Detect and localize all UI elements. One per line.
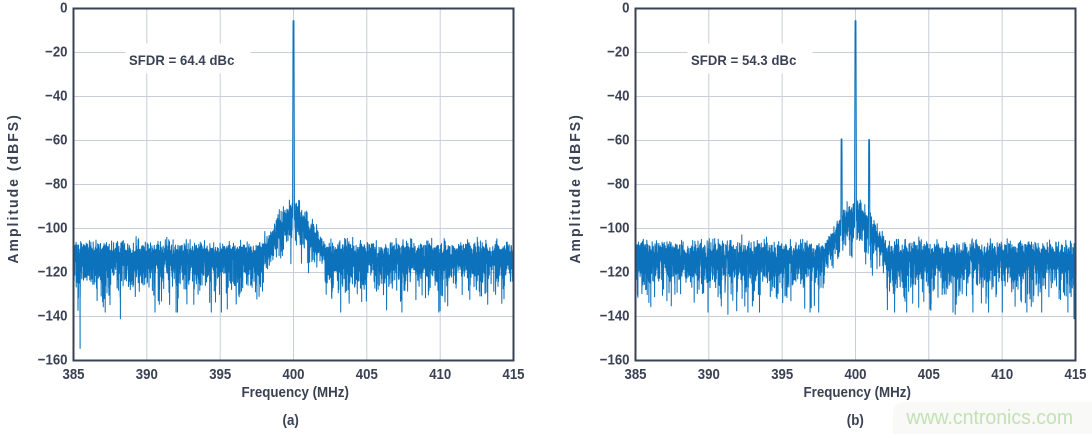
svg-text:−160: −160 [600, 351, 630, 368]
svg-text:410: 410 [991, 365, 1013, 382]
svg-text:400: 400 [845, 365, 867, 382]
svg-text:−60: −60 [45, 131, 68, 148]
svg-text:−40: −40 [607, 87, 630, 104]
svg-text:SFDR = 54.3 dBc: SFDR = 54.3 dBc [691, 52, 797, 68]
svg-text:−20: −20 [45, 43, 68, 60]
svg-text:(b): (b) [847, 411, 864, 428]
svg-text:390: 390 [136, 365, 158, 382]
svg-text:390: 390 [698, 365, 720, 382]
svg-text:−120: −120 [38, 263, 68, 280]
svg-text:−20: −20 [607, 43, 630, 60]
svg-text:−80: −80 [607, 175, 630, 192]
svg-text:410: 410 [429, 365, 451, 382]
svg-text:385: 385 [63, 365, 85, 382]
svg-text:405: 405 [356, 365, 378, 382]
svg-text:405: 405 [918, 365, 940, 382]
svg-text:−80: −80 [45, 175, 68, 192]
svg-text:Amplitude (dBFS): Amplitude (dBFS) [6, 113, 23, 263]
svg-text:385: 385 [625, 365, 647, 382]
svg-text:Amplitude (dBFS): Amplitude (dBFS) [568, 113, 585, 263]
svg-text:415: 415 [503, 365, 525, 382]
svg-text:−40: −40 [45, 87, 68, 104]
svg-text:Frequency (MHz): Frequency (MHz) [241, 384, 348, 401]
svg-text:395: 395 [771, 365, 793, 382]
svg-text:−100: −100 [600, 219, 630, 236]
svg-text:−60: −60 [607, 131, 630, 148]
svg-text:(a): (a) [283, 411, 299, 428]
svg-text:415: 415 [1065, 365, 1087, 382]
svg-text:SFDR = 64.4 dBc: SFDR = 64.4 dBc [129, 52, 235, 68]
svg-text:400: 400 [283, 365, 305, 382]
svg-text:−100: −100 [38, 219, 68, 236]
svg-text:−140: −140 [600, 307, 630, 324]
svg-text:0: 0 [622, 0, 629, 16]
svg-text:−120: −120 [600, 263, 630, 280]
svg-text:−140: −140 [38, 307, 68, 324]
svg-text:Frequency (MHz): Frequency (MHz) [803, 384, 910, 401]
svg-text:−160: −160 [38, 351, 68, 368]
svg-text:0: 0 [60, 0, 67, 16]
svg-text:395: 395 [209, 365, 231, 382]
